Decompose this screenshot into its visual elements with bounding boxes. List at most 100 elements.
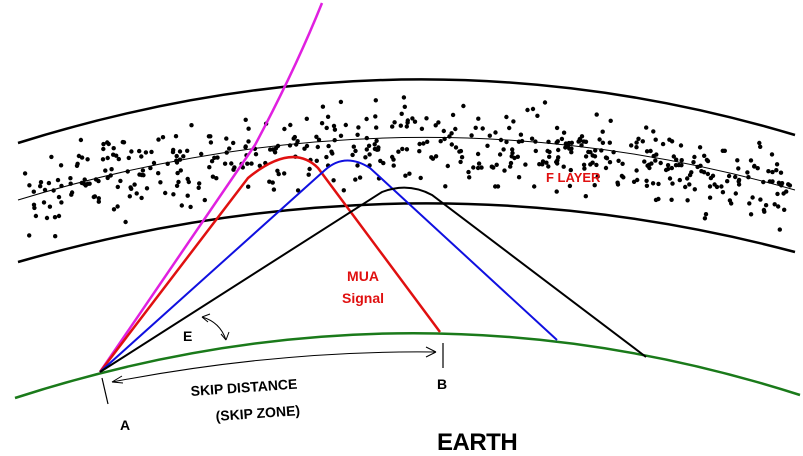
particle-dot (253, 152, 259, 157)
particle-dot (752, 164, 757, 169)
particle-dot (607, 160, 613, 165)
particle-dot (603, 155, 609, 160)
particle-dot (640, 139, 645, 144)
particle-dot (608, 118, 613, 124)
particle-dot (658, 160, 663, 166)
particle-dot (725, 179, 730, 184)
particle-dot (270, 180, 275, 185)
particle-dot (653, 158, 658, 163)
particle-dot (231, 140, 236, 146)
particle-dot (246, 139, 251, 144)
particle-dot (544, 160, 549, 165)
particle-dot (592, 183, 597, 188)
particle-dot (96, 196, 102, 201)
particle-dot (697, 145, 703, 150)
particle-dot (115, 184, 121, 190)
point-b-label: B (437, 376, 447, 392)
particle-dot (319, 121, 325, 126)
particle-dot (473, 125, 478, 130)
blue-ray (99, 159, 558, 373)
particle-dot (185, 148, 190, 153)
particle-dot (635, 177, 640, 183)
particle-dot (678, 143, 684, 148)
particle-dot (74, 163, 80, 168)
particle-dot (171, 192, 176, 197)
particle-dot (600, 140, 606, 145)
particle-dot (174, 153, 179, 159)
particle-dot (424, 116, 429, 121)
particle-dot (516, 175, 522, 180)
particle-dot (404, 147, 410, 152)
particle-dot (243, 144, 248, 149)
particle-dot (720, 148, 725, 153)
particle-dot (702, 153, 707, 158)
particle-dot (398, 123, 403, 128)
particle-dot (755, 166, 760, 171)
particle-dot (476, 161, 482, 166)
particle-dot (331, 178, 336, 183)
escaping-ray (98, 2, 324, 373)
particle-dot (257, 163, 262, 168)
particle-dot (178, 168, 183, 173)
particle-dot (355, 132, 360, 137)
particle-dot (619, 173, 625, 179)
particle-dot (326, 143, 331, 149)
particle-dot (670, 181, 675, 186)
particle-dot (607, 140, 612, 145)
particle-dot (665, 166, 671, 172)
particle-dot (343, 122, 348, 128)
particle-dot (525, 107, 530, 113)
particle-dot (750, 195, 755, 200)
particle-dot (651, 129, 656, 134)
particle-dot (396, 149, 401, 154)
particle-dot (49, 154, 54, 160)
particle-dot (111, 146, 116, 151)
particle-dot (529, 136, 535, 141)
particle-dot (667, 176, 673, 181)
particle-dot (196, 185, 201, 190)
particle-dot (149, 149, 154, 155)
particle-dot (402, 104, 407, 110)
particle-dot (748, 158, 754, 163)
particle-dot (214, 176, 219, 181)
particle-dot (202, 197, 207, 203)
particle-dot (758, 144, 763, 149)
particle-dot (208, 134, 213, 139)
particle-dot (222, 161, 228, 166)
particle-dot (288, 122, 293, 128)
particle-dot (188, 204, 193, 210)
particle-dot (179, 203, 184, 208)
particle-dot (568, 167, 573, 173)
particle-dot (774, 162, 780, 167)
particle-dot (27, 233, 32, 238)
particle-dot (692, 187, 697, 192)
particle-dot (55, 177, 61, 183)
particle-dot (229, 161, 234, 166)
particle-dot (331, 123, 337, 129)
particle-dot (629, 143, 634, 148)
particle-dot (561, 130, 567, 135)
particle-dot (679, 158, 684, 163)
particle-dot (729, 201, 734, 206)
particle-dot (441, 128, 446, 134)
particle-dot (654, 152, 659, 157)
particle-dot (373, 98, 378, 103)
signal-label: Signal (342, 290, 384, 306)
particle-dot (363, 155, 368, 160)
particle-dot (139, 195, 144, 201)
particle-dot (644, 125, 649, 130)
particle-dot (132, 182, 137, 187)
particle-dot (267, 179, 272, 184)
particle-dot (158, 180, 163, 185)
particle-dot (735, 158, 740, 163)
particle-dot (677, 177, 682, 183)
particle-dot (246, 184, 251, 189)
particle-dot (502, 168, 507, 173)
particle-dot (419, 126, 425, 131)
f-layer-label: F LAYER (546, 170, 601, 185)
particle-dot (458, 159, 463, 165)
particle-dot (373, 114, 378, 119)
particle-dot (748, 212, 754, 217)
particle-dot (515, 154, 520, 159)
particle-dot (105, 155, 110, 161)
